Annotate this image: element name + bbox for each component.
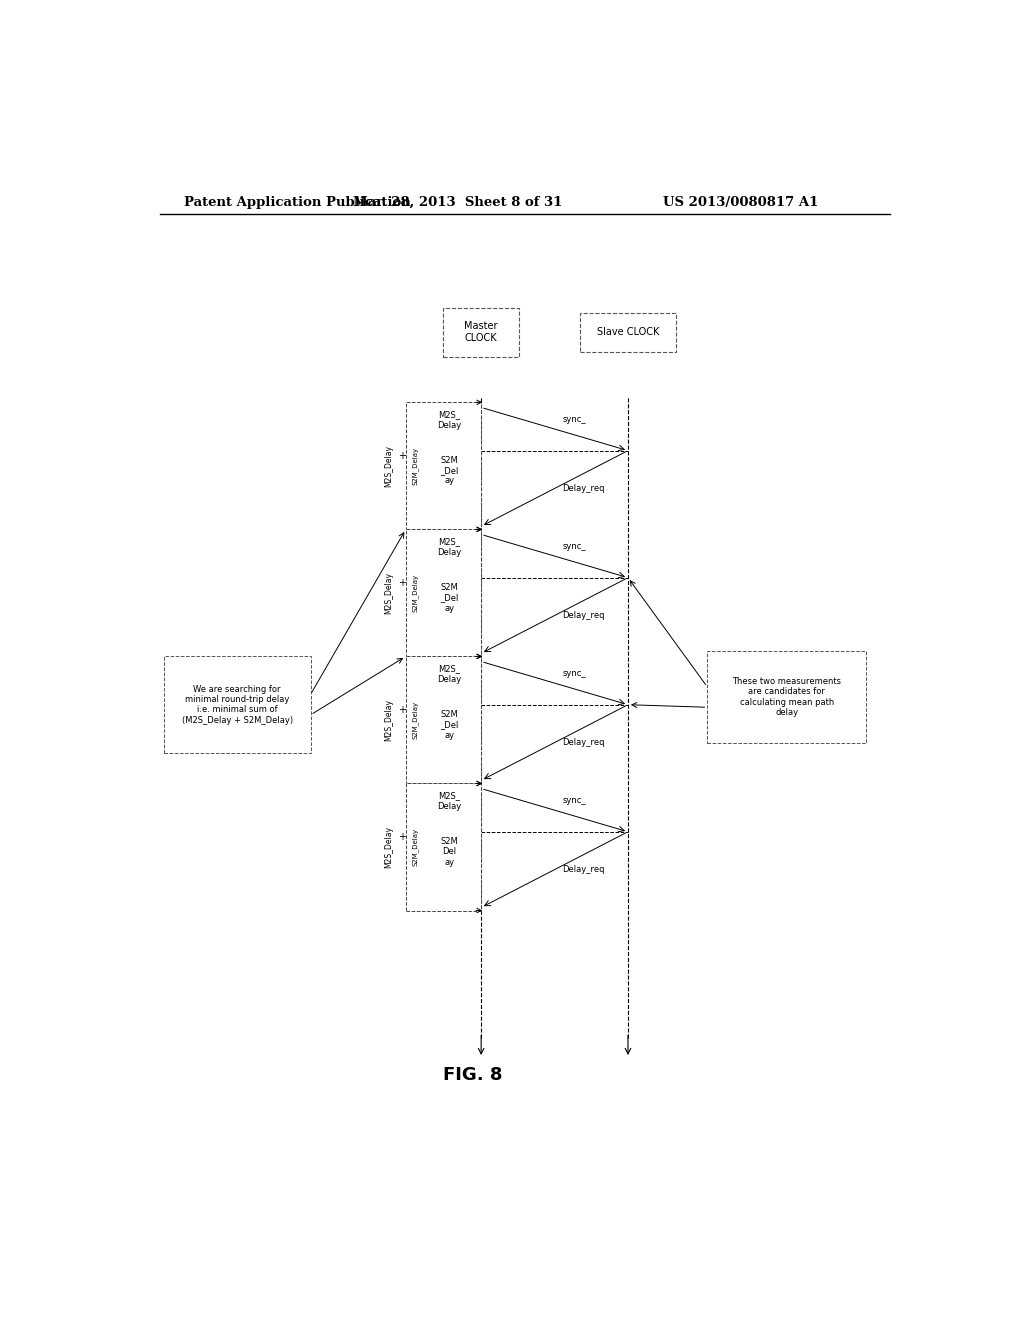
Text: M2S_
Delay: M2S_ Delay: [437, 537, 462, 557]
Bar: [164, 656, 310, 752]
Bar: [581, 313, 676, 351]
Text: S2M
_Del
ay: S2M _Del ay: [440, 710, 459, 739]
Text: US 2013/0080817 A1: US 2013/0080817 A1: [664, 195, 818, 209]
Bar: [406, 656, 481, 784]
Text: Delay_req: Delay_req: [562, 611, 605, 620]
Text: +: +: [397, 578, 406, 587]
Bar: [406, 784, 481, 911]
Text: S2M_Delay: S2M_Delay: [412, 828, 419, 866]
Text: Delay_req: Delay_req: [562, 738, 605, 747]
Text: S2M
_Del
ay: S2M _Del ay: [440, 455, 459, 486]
Text: Master
CLOCK: Master CLOCK: [465, 321, 498, 343]
Text: FIG. 8: FIG. 8: [443, 1067, 503, 1084]
Text: M2S_
Delay: M2S_ Delay: [437, 792, 462, 810]
Bar: [708, 651, 866, 743]
Text: Mar. 28, 2013  Sheet 8 of 31: Mar. 28, 2013 Sheet 8 of 31: [352, 195, 562, 209]
Text: We are searching for
minimal round-trip delay
i.e. minimal sum of
(M2S_Delay + S: We are searching for minimal round-trip …: [181, 685, 293, 725]
Text: +: +: [397, 450, 406, 461]
Text: M2S_Delay: M2S_Delay: [384, 572, 393, 614]
Text: S2M
Del
ay: S2M Del ay: [440, 837, 459, 867]
Text: M2S_
Delay: M2S_ Delay: [437, 664, 462, 684]
Text: M2S_
Delay: M2S_ Delay: [437, 411, 462, 430]
Text: Patent Application Publication: Patent Application Publication: [183, 195, 411, 209]
Text: sync_: sync_: [562, 796, 586, 805]
Text: M2S_Delay: M2S_Delay: [384, 826, 393, 869]
Text: M2S_Delay: M2S_Delay: [384, 445, 393, 487]
Text: sync_: sync_: [562, 543, 586, 550]
Text: Delay_req: Delay_req: [562, 865, 605, 874]
Text: +: +: [397, 705, 406, 715]
Text: sync_: sync_: [562, 669, 586, 678]
Text: +: +: [397, 832, 406, 842]
Text: S2M_Delay: S2M_Delay: [412, 701, 419, 739]
Text: Delay_req: Delay_req: [562, 484, 605, 492]
Text: M2S_Delay: M2S_Delay: [384, 700, 393, 741]
Text: S2M
_Del
ay: S2M _Del ay: [440, 582, 459, 612]
Text: S2M_Delay: S2M_Delay: [412, 574, 419, 612]
Bar: [406, 403, 481, 529]
Bar: [406, 529, 481, 656]
Text: sync_: sync_: [562, 414, 586, 424]
Text: These two measurements
are candidates for
calculating mean path
delay: These two measurements are candidates fo…: [732, 677, 841, 717]
Text: Slave CLOCK: Slave CLOCK: [597, 327, 659, 337]
Text: S2M_Delay: S2M_Delay: [412, 446, 419, 484]
Bar: [443, 308, 519, 356]
